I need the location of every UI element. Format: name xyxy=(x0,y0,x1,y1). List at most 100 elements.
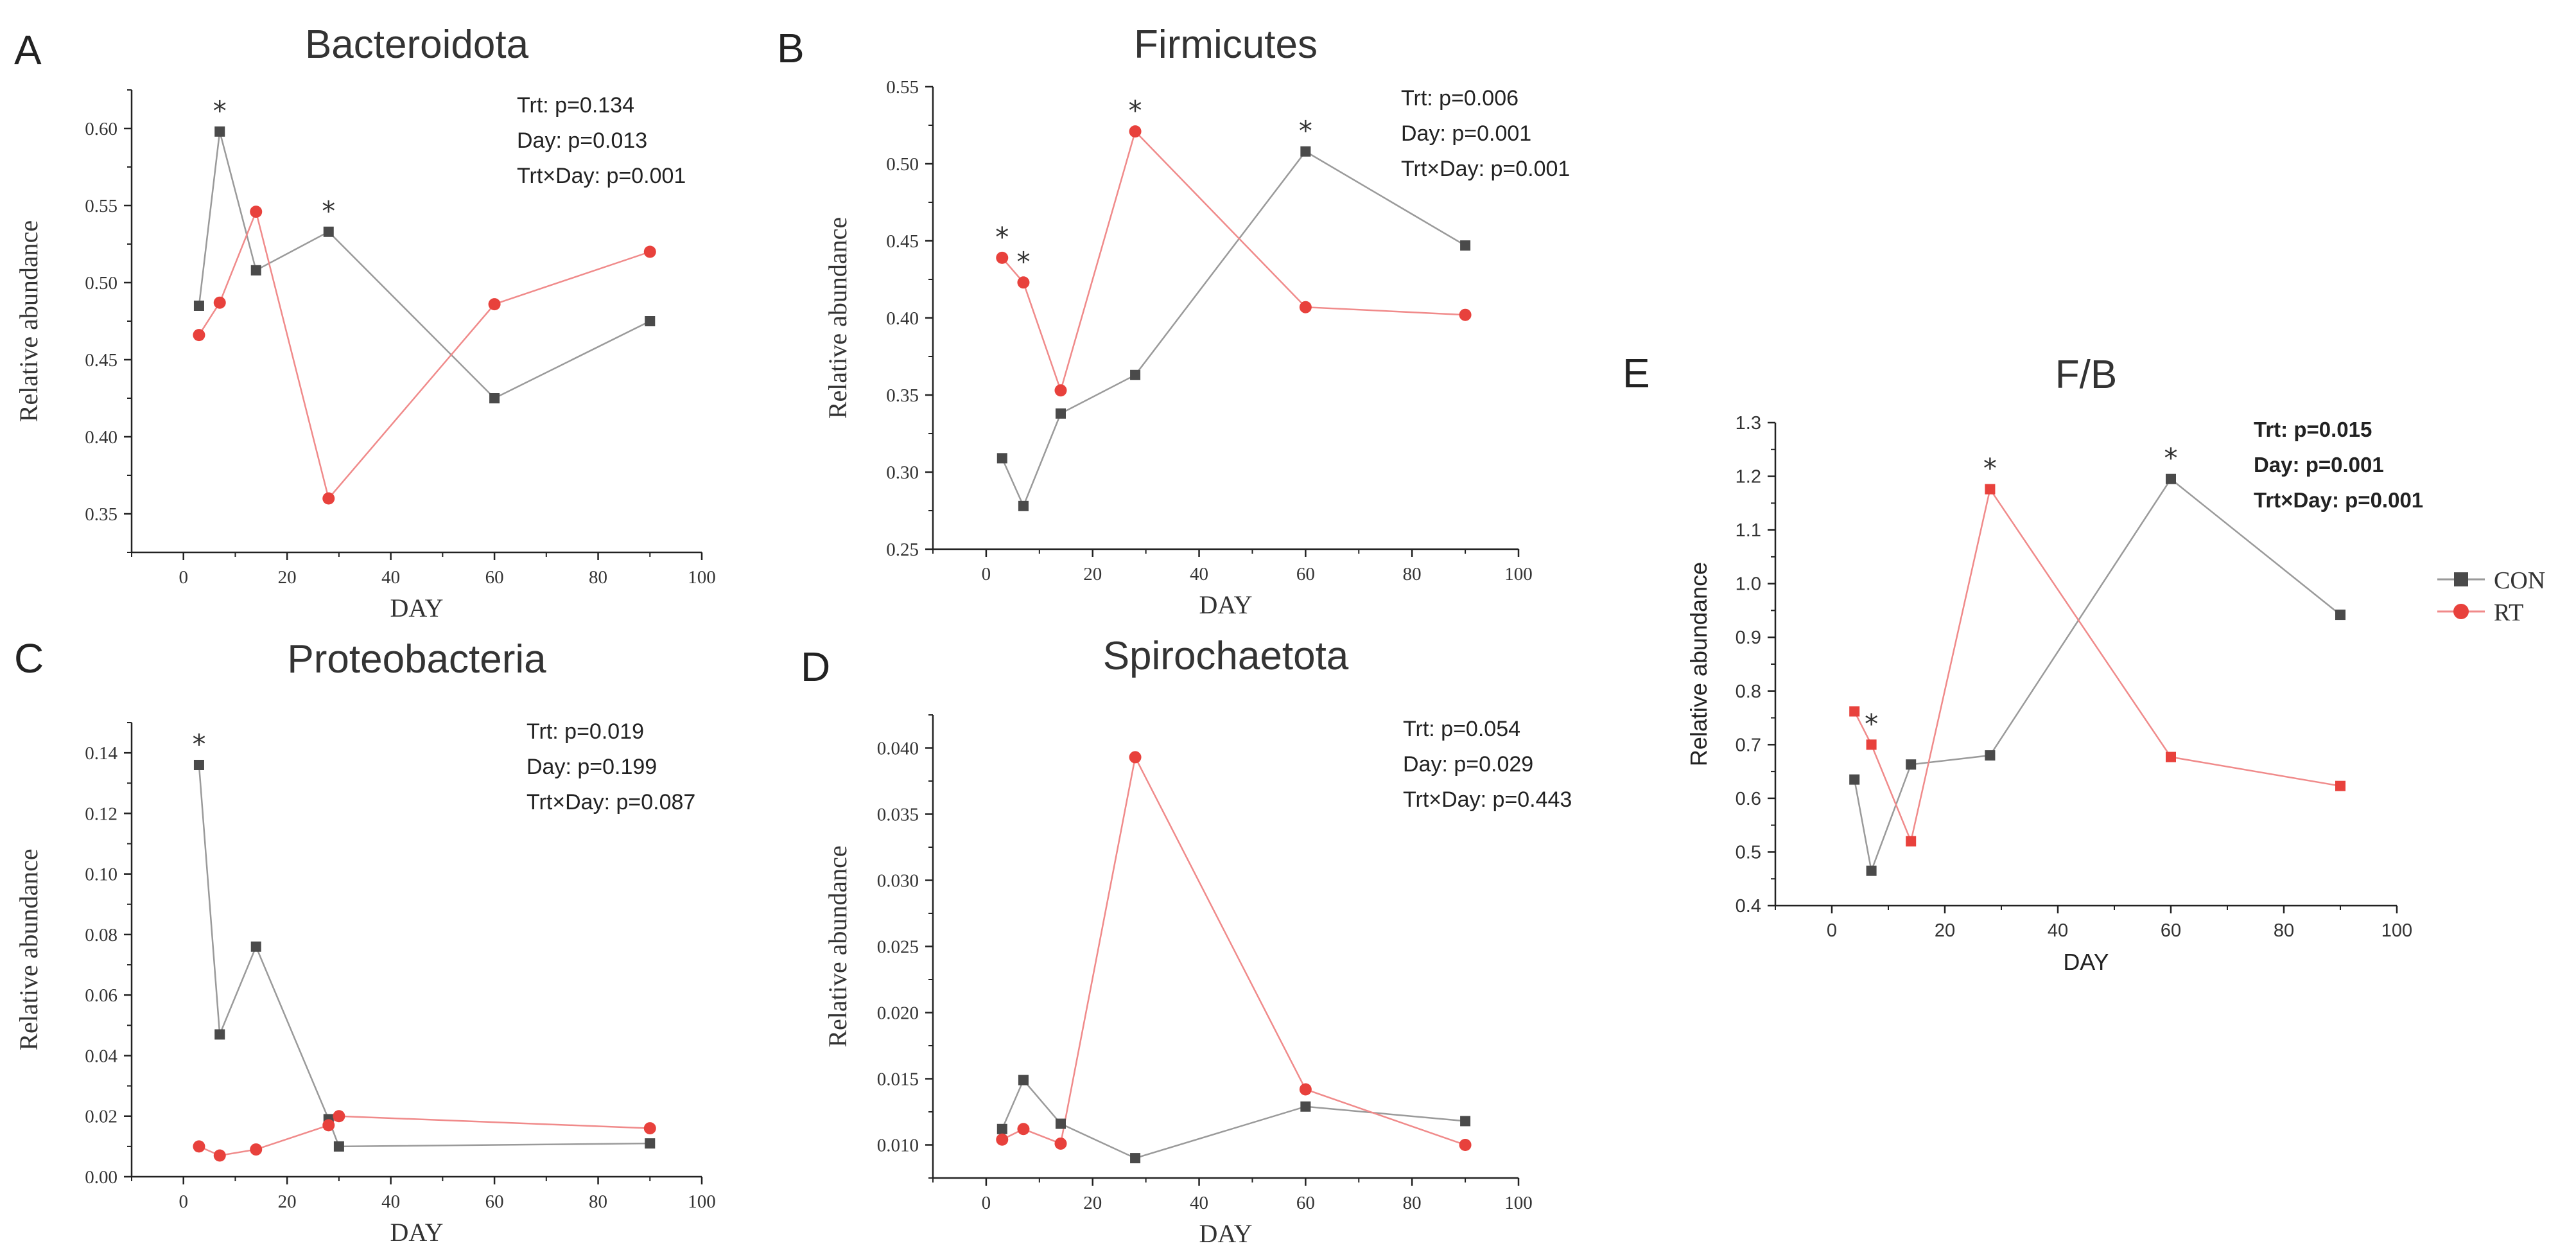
series-line-rt xyxy=(1002,755,1466,1146)
x-tick-label: 60 xyxy=(2161,920,2181,941)
series-line-con xyxy=(198,764,650,1148)
x-tick-label: 20 xyxy=(1083,1193,1102,1213)
rt-point xyxy=(1299,1083,1312,1096)
x-tick-label: 100 xyxy=(1504,564,1533,585)
y-tick-label: 1.0 xyxy=(1736,574,1761,595)
x-tick-label: 0 xyxy=(982,1193,991,1213)
stat-line: Trt: p=0.054 xyxy=(1403,717,1520,741)
rt-point xyxy=(193,329,205,342)
series-line-con xyxy=(198,131,650,400)
y-tick-label: 0.015 xyxy=(877,1069,919,1090)
y-tick-label: 0.06 xyxy=(85,985,117,1006)
chart-title: Proteobacteria xyxy=(287,637,546,681)
x-tick-label: 80 xyxy=(1403,1193,1422,1213)
con-point xyxy=(2166,473,2176,484)
con-point xyxy=(1055,408,1066,419)
rt-point xyxy=(1017,276,1030,289)
y-tick-label: 0.00 xyxy=(85,1167,117,1188)
significance-star: * xyxy=(1016,246,1030,277)
y-axis-title: Relative abundance xyxy=(823,217,852,419)
y-tick-label: 0.02 xyxy=(85,1107,117,1127)
stat-line: Trt: p=0.006 xyxy=(1401,86,1519,110)
chart-title: Bacteroidota xyxy=(305,22,529,67)
stat-line: Trt: p=0.134 xyxy=(517,93,634,118)
stat-line: Day: p=0.199 xyxy=(527,755,657,779)
con-point xyxy=(1130,1153,1141,1164)
rt-point xyxy=(333,1110,345,1123)
y-tick-label: 0.60 xyxy=(85,119,117,139)
panel-letter: A xyxy=(14,27,42,73)
y-tick-label: 0.025 xyxy=(877,937,919,958)
y-tick-label: 0.14 xyxy=(85,743,117,764)
significance-star: * xyxy=(322,195,335,227)
con-point xyxy=(1866,865,1877,876)
y-tick-label: 1.1 xyxy=(1736,520,1761,541)
y-tick-label: 0.30 xyxy=(886,462,919,483)
con-point xyxy=(1460,1116,1471,1127)
y-tick-label: 0.45 xyxy=(85,350,117,371)
con-point xyxy=(1985,750,1996,761)
x-tick-label: 100 xyxy=(2381,920,2412,941)
stat-line: Trt: p=0.015 xyxy=(2254,418,2372,441)
y-tick-label: 0.50 xyxy=(85,273,117,294)
x-tick-label: 40 xyxy=(1190,564,1208,585)
significance-star: * xyxy=(1983,453,1997,484)
x-tick-label: 60 xyxy=(1296,564,1315,585)
con-point xyxy=(645,1138,656,1149)
x-tick-label: 20 xyxy=(278,1191,297,1212)
stat-line: Trt×Day: p=0.001 xyxy=(2254,488,2423,512)
series-line-con xyxy=(1853,477,2341,874)
y-tick-label: 0.7 xyxy=(1736,735,1761,755)
con-point xyxy=(2335,610,2345,620)
y-tick-label: 0.6 xyxy=(1736,789,1761,809)
stat-line: Trt×Day: p=0.001 xyxy=(1401,157,1570,181)
chart-title: F/B xyxy=(2055,353,2117,397)
y-tick-label: 1.2 xyxy=(1736,467,1761,488)
series-line-rt xyxy=(198,209,650,500)
y-tick-label: 0.55 xyxy=(886,77,919,98)
chart-title: Spirochaetota xyxy=(1103,634,1349,678)
con-point xyxy=(1849,774,1860,785)
stat-line: Day: p=0.001 xyxy=(2254,453,2384,477)
rt-point xyxy=(1299,301,1312,313)
y-tick-label: 0.12 xyxy=(85,804,117,824)
x-axis-title: DAY xyxy=(1199,590,1253,619)
legend-rt-label: RT xyxy=(2494,599,2523,626)
panel-c: C Proteobacteria 0 20 40 60 80 100 0.00 0.02 0.04 0… xyxy=(14,635,716,1247)
significance-star: * xyxy=(1299,115,1312,146)
con-point xyxy=(214,126,225,137)
con-point xyxy=(996,1123,1007,1134)
x-tick-label: 40 xyxy=(1190,1193,1208,1213)
con-point xyxy=(250,941,261,952)
rt-point xyxy=(1866,739,1877,750)
x-axis-title: DAY xyxy=(390,1218,444,1247)
x-tick-label: 80 xyxy=(1403,564,1422,585)
con-point xyxy=(1018,1075,1029,1086)
significance-star: * xyxy=(2164,443,2178,474)
x-tick-label: 40 xyxy=(381,1191,400,1212)
panel-letter: D xyxy=(801,644,830,690)
y-axis-title: Relative abundance xyxy=(14,848,43,1050)
y-tick-label: 0.030 xyxy=(877,871,919,892)
y-tick-label: 0.10 xyxy=(85,865,117,885)
panel-e: E F/B 0 20 40 60 80 100 0.4 0.5 0.6 0.7 0.8 0.9 1.0 1.1… xyxy=(1623,350,2423,975)
x-tick-label: 100 xyxy=(688,1191,716,1212)
significance-star: * xyxy=(1865,708,1878,739)
x-axis-title: DAY xyxy=(2063,949,2109,975)
panel-letter: C xyxy=(14,635,44,681)
rt-point xyxy=(2335,780,2345,791)
stat-line: Trt×Day: p=0.443 xyxy=(1403,787,1572,812)
y-tick-label: 0.08 xyxy=(85,925,117,945)
legend-con-marker xyxy=(2454,572,2468,586)
con-point xyxy=(193,301,204,311)
stat-line: Trt: p=0.019 xyxy=(527,719,644,744)
y-tick-label: 0.25 xyxy=(886,540,919,560)
con-point xyxy=(1906,759,1917,770)
y-tick-label: 0.9 xyxy=(1736,628,1761,648)
y-tick-label: 0.55 xyxy=(85,196,117,216)
x-tick-label: 60 xyxy=(485,1191,504,1212)
y-tick-label: 0.40 xyxy=(886,308,919,329)
panel-b: B Firmicutes 0 20 40 60 80 100 0.25 0.30 0.35 0.40 0… xyxy=(777,22,1570,619)
x-axis-title: DAY xyxy=(1199,1219,1253,1248)
rt-point xyxy=(996,251,1009,264)
